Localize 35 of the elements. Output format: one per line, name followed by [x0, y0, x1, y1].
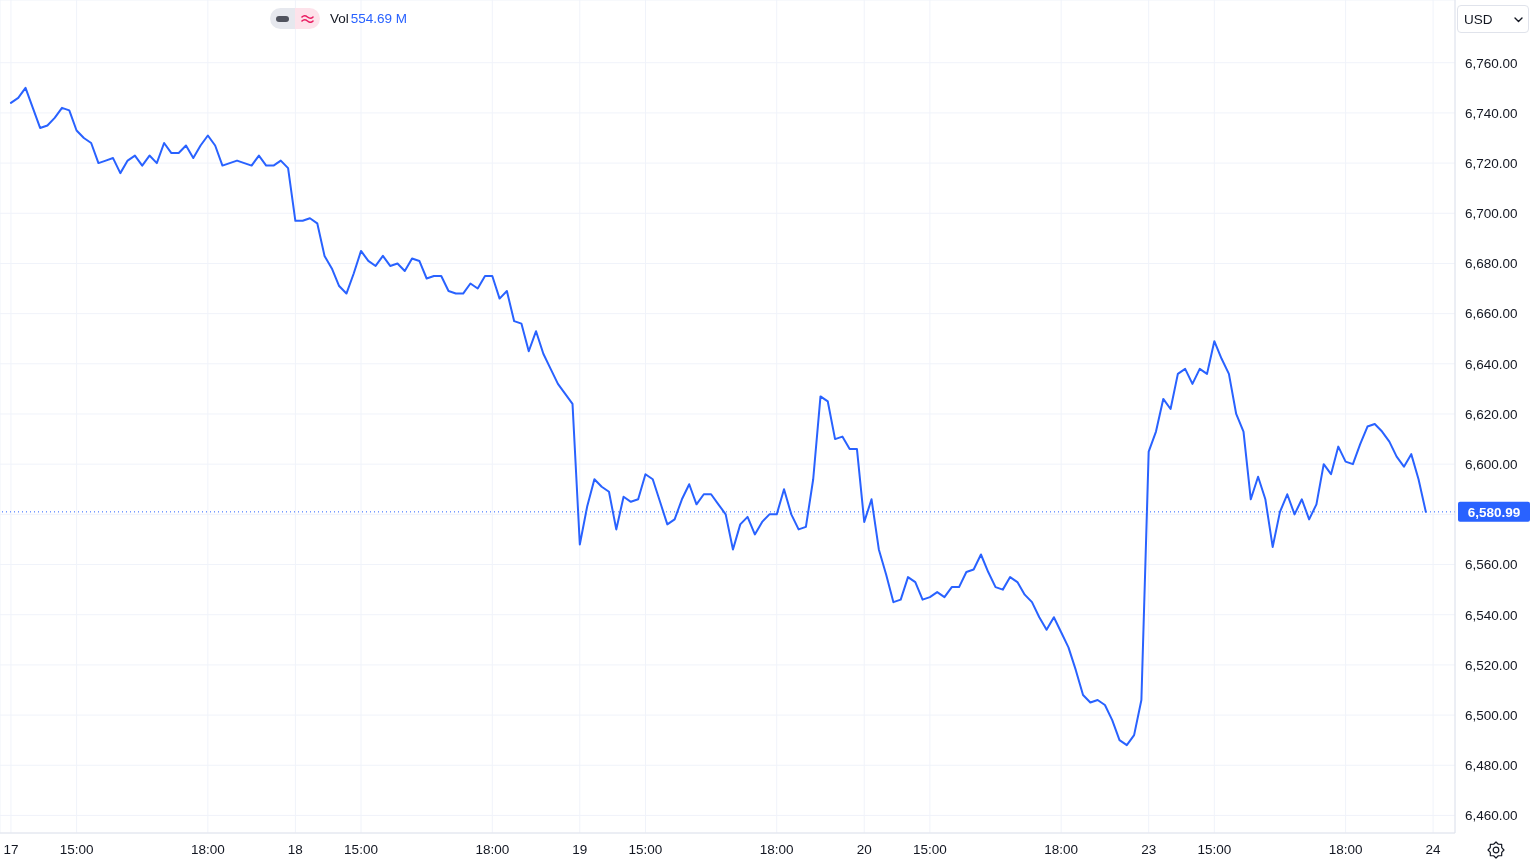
ref-line-label: 6,580.99 — [1467, 504, 1521, 520]
annotation: 554.69 M — [350, 11, 408, 26]
y-tick-label: 6,520.00 — [1465, 657, 1518, 673]
x-tick-label: 18:00 — [475, 841, 510, 857]
x-tick-label: 18:00 — [190, 841, 225, 857]
x-tick-label: 15:00 — [59, 841, 94, 857]
x-tick-label: 18:00 — [759, 841, 794, 857]
x-tick-label: 15:00 — [344, 841, 378, 857]
y-tick-label: 6,460.00 — [1465, 808, 1518, 824]
y-tick-label: 6,700.00 — [1465, 206, 1518, 222]
x-tick-label: 20 — [856, 841, 872, 857]
y-tick-label: 6,680.00 — [1465, 256, 1518, 272]
y-tick-label: 6,480.00 — [1465, 758, 1518, 774]
x-tick-label: 18:00 — [1328, 841, 1363, 857]
x-tick-label: 17 — [3, 841, 19, 857]
y-tick-label: 6,660.00 — [1465, 306, 1518, 322]
y-tick-label: 6,740.00 — [1465, 105, 1518, 121]
x-tick-label: 18:00 — [1044, 841, 1079, 857]
x-tick-label: 15:00 — [1197, 841, 1232, 857]
y-tick-label: 6,500.00 — [1465, 707, 1518, 723]
x-tick-label: 23 — [1141, 841, 1157, 857]
x-tick-label: 24 — [1425, 841, 1442, 857]
y-tick-label: 6,620.00 — [1465, 406, 1518, 422]
y-tick-label: 6,720.00 — [1465, 155, 1518, 171]
dropdown: USD — [1457, 5, 1529, 33]
y-tick-label: 6,540.00 — [1465, 607, 1518, 623]
y-tick-label: 6,560.00 — [1465, 557, 1518, 573]
y-tick-label: 6,760.00 — [1465, 55, 1518, 71]
y-tick-label: 6,600.00 — [1465, 456, 1518, 472]
x-tick-label: 15:00 — [628, 841, 663, 857]
annotation: Vol — [330, 11, 349, 26]
y-tick-label: 6,640.00 — [1465, 356, 1518, 372]
x-tick-label: 19 — [572, 841, 588, 857]
x-tick-label: 15:00 — [912, 841, 947, 857]
x-tick-label: 18 — [287, 841, 303, 857]
